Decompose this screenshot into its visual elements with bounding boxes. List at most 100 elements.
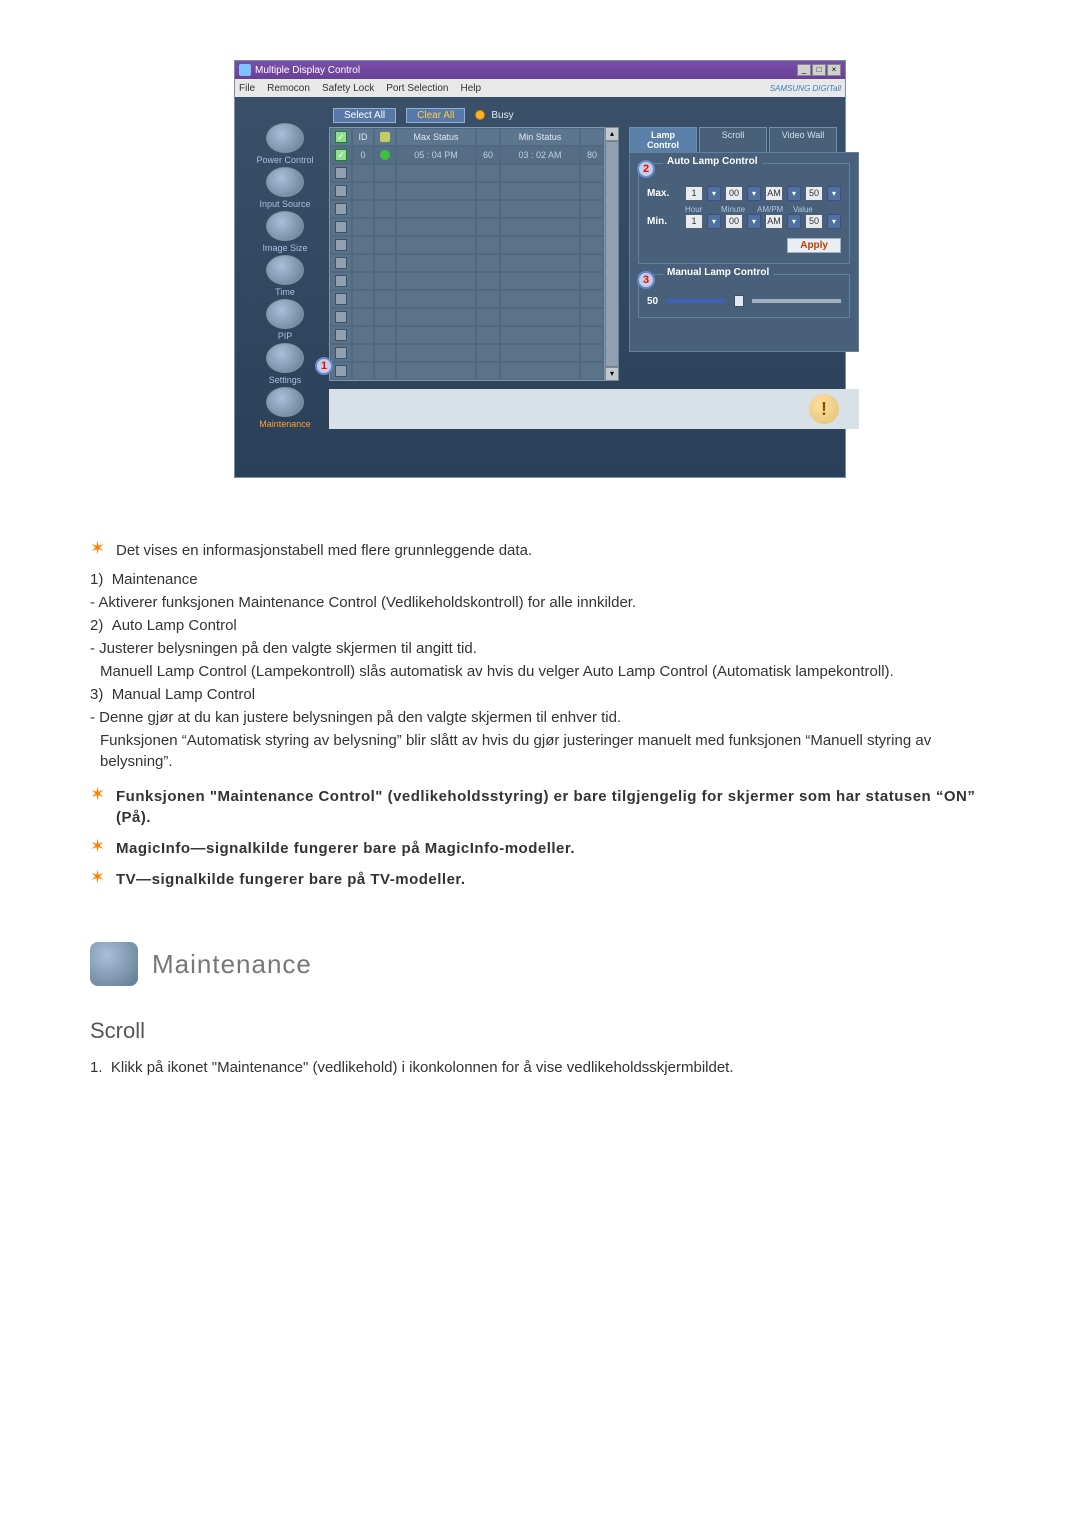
row-checkbox[interactable]: ✓ — [330, 146, 352, 164]
col-header-max-value — [476, 128, 500, 146]
menu-help[interactable]: Help — [460, 83, 481, 94]
max-minute-input[interactable]: 00 — [725, 186, 743, 201]
col-header-checkbox[interactable]: ✓ — [330, 128, 352, 146]
sidebar-item-label: Maintenance — [259, 419, 311, 429]
max-value-input[interactable]: 50 — [805, 186, 823, 201]
max-hour-input[interactable]: 1 — [685, 186, 703, 201]
auto-lamp-legend: Auto Lamp Control — [663, 156, 762, 167]
manual-value: 50 — [647, 296, 658, 307]
minimize-button[interactable]: _ — [797, 64, 811, 76]
app-icon — [239, 64, 251, 76]
spin-button[interactable]: ▾ — [787, 186, 801, 201]
spin-button[interactable]: ▾ — [747, 186, 761, 201]
spin-button[interactable]: ▾ — [747, 214, 761, 229]
manual-lamp-legend: Manual Lamp Control — [663, 267, 773, 278]
spin-button[interactable]: ▾ — [827, 214, 841, 229]
row-id: 0 — [352, 146, 374, 164]
doc-note: TV—signalkilde fungerer bare på TV-model… — [116, 869, 466, 890]
min-ampm-input[interactable]: AM — [765, 214, 783, 229]
spin-button[interactable]: ▾ — [707, 186, 721, 201]
star-bullet-icon: ✶ — [90, 538, 108, 560]
doc-text: Manuell Lamp Control (Lampekontroll) slå… — [90, 661, 990, 682]
spin-button[interactable]: ▾ — [787, 214, 801, 229]
maximize-button[interactable]: □ — [812, 64, 826, 76]
warning-icon: ! — [809, 394, 839, 424]
min-value-input[interactable]: 50 — [805, 214, 823, 229]
spin-button[interactable]: ▾ — [707, 214, 721, 229]
titlebar: Multiple Display Control _ □ × — [235, 61, 845, 79]
step-text: 1. Klikk på ikonet "Maintenance" (vedlik… — [90, 1057, 990, 1078]
apply-button[interactable]: Apply — [787, 238, 841, 253]
sublabel-minute: Minute — [721, 205, 753, 214]
sidebar-item-power-control[interactable]: Power Control — [241, 123, 329, 165]
min-hour-input[interactable]: 1 — [685, 214, 703, 229]
sidebar-item-image-size[interactable]: Image Size — [241, 211, 329, 253]
tab-scroll[interactable]: Scroll — [699, 127, 767, 152]
min-minute-input[interactable]: 00 — [725, 214, 743, 229]
menu-remocon[interactable]: Remocon — [267, 83, 310, 94]
tab-lamp-control[interactable]: Lamp Control — [629, 127, 697, 152]
min-label: Min. — [647, 216, 681, 227]
sidebar-item-maintenance[interactable]: Maintenance — [241, 387, 329, 429]
clear-all-button[interactable]: Clear All — [406, 108, 465, 123]
callout-2: 2 — [637, 160, 655, 178]
star-bullet-icon: ✶ — [90, 867, 108, 889]
sublabel-ampm: AM/PM — [757, 205, 789, 214]
busy-indicator-icon — [475, 110, 485, 120]
menu-safety-lock[interactable]: Safety Lock — [322, 83, 374, 94]
col-header-min-status: Min Status — [500, 128, 580, 146]
row-max-status: 05 : 04 PM — [396, 146, 476, 164]
sublabel-hour: Hour — [685, 205, 717, 214]
doc-text: Det vises en informasjonstabell med fler… — [116, 540, 532, 561]
close-button[interactable]: × — [827, 64, 841, 76]
tab-video-wall[interactable]: Video Wall — [769, 127, 837, 152]
document-body: ✶ Det vises en informasjonstabell med fl… — [90, 538, 990, 1078]
scroll-up-button[interactable]: ▴ — [605, 127, 619, 141]
menubar: File Remocon Safety Lock Port Selection … — [235, 79, 845, 97]
star-bullet-icon: ✶ — [90, 836, 108, 858]
doc-text: Funksjonen “Automatisk styring av belysn… — [90, 730, 990, 772]
sidebar-item-input-source[interactable]: Input Source — [241, 167, 329, 209]
callout-1: 1 — [315, 357, 333, 375]
menu-file[interactable]: File — [239, 83, 255, 94]
slider-fill — [666, 299, 726, 303]
doc-note: MagicInfo—signalkilde fungerer bare på M… — [116, 838, 575, 859]
list-item: 2) Auto Lamp Control — [90, 615, 990, 636]
app-window: Multiple Display Control _ □ × File Remo… — [234, 60, 846, 478]
sidebar-item-time[interactable]: Time — [241, 255, 329, 297]
col-header-status — [374, 128, 396, 146]
scroll-track[interactable] — [605, 141, 619, 367]
sidebar-item-settings[interactable]: Settings 1 — [241, 343, 329, 385]
menu-port-selection[interactable]: Port Selection — [386, 83, 448, 94]
manual-lamp-fieldset: Manual Lamp Control 3 50 — [638, 274, 850, 318]
list-item: 3) Manual Lamp Control — [90, 684, 990, 705]
slider-track[interactable] — [752, 299, 841, 303]
select-all-button[interactable]: Select All — [333, 108, 396, 123]
pip-icon — [266, 299, 304, 329]
busy-label: Busy — [491, 110, 513, 121]
table-scrollbar[interactable]: ▴ ▾ — [605, 127, 619, 381]
col-header-max-status: Max Status — [396, 128, 476, 146]
slider-thumb[interactable] — [734, 295, 744, 307]
sidebar-item-label: Input Source — [259, 199, 310, 209]
sidebar-item-pip[interactable]: PIP — [241, 299, 329, 341]
scroll-down-button[interactable]: ▾ — [605, 367, 619, 381]
auto-lamp-fieldset: Auto Lamp Control 2 Max. 1▾ 00▾ AM▾ 50▾ — [638, 163, 850, 264]
table-row[interactable]: ✓ 0 05 : 04 PM 60 03 : 02 AM 80 — [330, 146, 604, 164]
input-source-icon — [266, 167, 304, 197]
status-table: ✓ ID Max Status Min Status ✓ 0 — [329, 127, 605, 381]
sidebar: Power Control Input Source Image Size Ti… — [241, 103, 329, 471]
maintenance-section-icon — [90, 942, 138, 986]
time-icon — [266, 255, 304, 285]
power-icon — [266, 123, 304, 153]
warning-panel: ! — [329, 389, 859, 429]
maintenance-icon — [266, 387, 304, 417]
doc-text: - Justerer belysningen på den valgte skj… — [90, 638, 990, 659]
max-ampm-input[interactable]: AM — [765, 186, 783, 201]
col-header-min-value — [580, 128, 604, 146]
sidebar-item-label: PIP — [278, 331, 293, 341]
spin-button[interactable]: ▾ — [827, 186, 841, 201]
subsection-title: Scroll — [90, 1016, 990, 1047]
list-item: 1) Maintenance — [90, 569, 990, 590]
sidebar-item-label: Time — [275, 287, 295, 297]
